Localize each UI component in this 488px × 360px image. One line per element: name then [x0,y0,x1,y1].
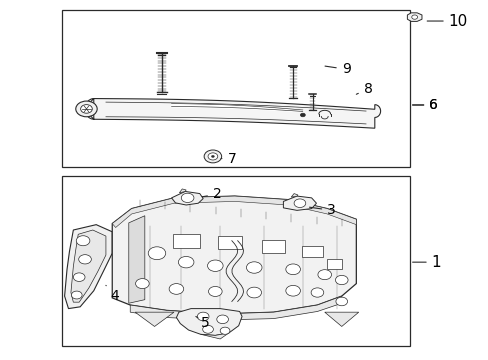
Bar [62,10,409,167]
Circle shape [207,153,217,160]
Circle shape [197,312,208,321]
Circle shape [293,199,305,207]
Circle shape [220,327,229,334]
Circle shape [71,291,82,299]
Text: 4: 4 [106,285,119,303]
Circle shape [246,287,261,298]
Circle shape [216,315,228,324]
Text: 9: 9 [325,62,350,76]
Circle shape [411,15,417,19]
Polygon shape [179,189,186,193]
Polygon shape [324,312,358,327]
Circle shape [211,156,214,157]
Circle shape [203,150,221,163]
Text: 10: 10 [427,14,467,28]
Polygon shape [128,216,144,303]
Circle shape [207,260,223,271]
Circle shape [285,285,300,296]
Polygon shape [171,192,203,205]
Polygon shape [283,196,316,210]
Circle shape [81,105,92,113]
Bar [217,236,242,249]
Polygon shape [64,225,112,309]
Polygon shape [112,196,356,228]
Text: 6: 6 [412,98,437,112]
Bar [302,246,322,257]
Text: 2: 2 [202,187,221,201]
Text: 8: 8 [356,82,372,96]
Circle shape [335,297,347,306]
Circle shape [181,193,194,203]
Circle shape [285,264,300,275]
Circle shape [317,270,331,280]
Circle shape [300,113,305,117]
Text: 3: 3 [309,203,335,217]
Circle shape [310,288,323,297]
Polygon shape [135,312,174,327]
Polygon shape [290,194,297,197]
Polygon shape [130,296,341,320]
Circle shape [79,255,91,264]
Circle shape [202,325,213,333]
Circle shape [76,101,97,117]
Polygon shape [71,230,106,302]
Circle shape [208,287,222,296]
Bar [172,234,199,248]
Polygon shape [112,196,356,314]
Polygon shape [407,13,421,21]
Polygon shape [201,333,228,339]
Circle shape [246,262,262,273]
Polygon shape [176,309,242,336]
Circle shape [135,279,149,289]
Circle shape [169,284,183,294]
Bar [326,259,342,269]
Circle shape [73,273,85,282]
Circle shape [76,236,90,246]
Polygon shape [85,99,380,128]
Text: 7: 7 [221,152,236,166]
Circle shape [148,247,165,260]
Bar [62,176,409,346]
Text: 6: 6 [412,98,437,112]
Circle shape [335,275,347,285]
Bar [262,240,285,252]
Text: 1: 1 [412,255,440,270]
Text: 5: 5 [196,316,209,330]
Circle shape [178,256,194,268]
